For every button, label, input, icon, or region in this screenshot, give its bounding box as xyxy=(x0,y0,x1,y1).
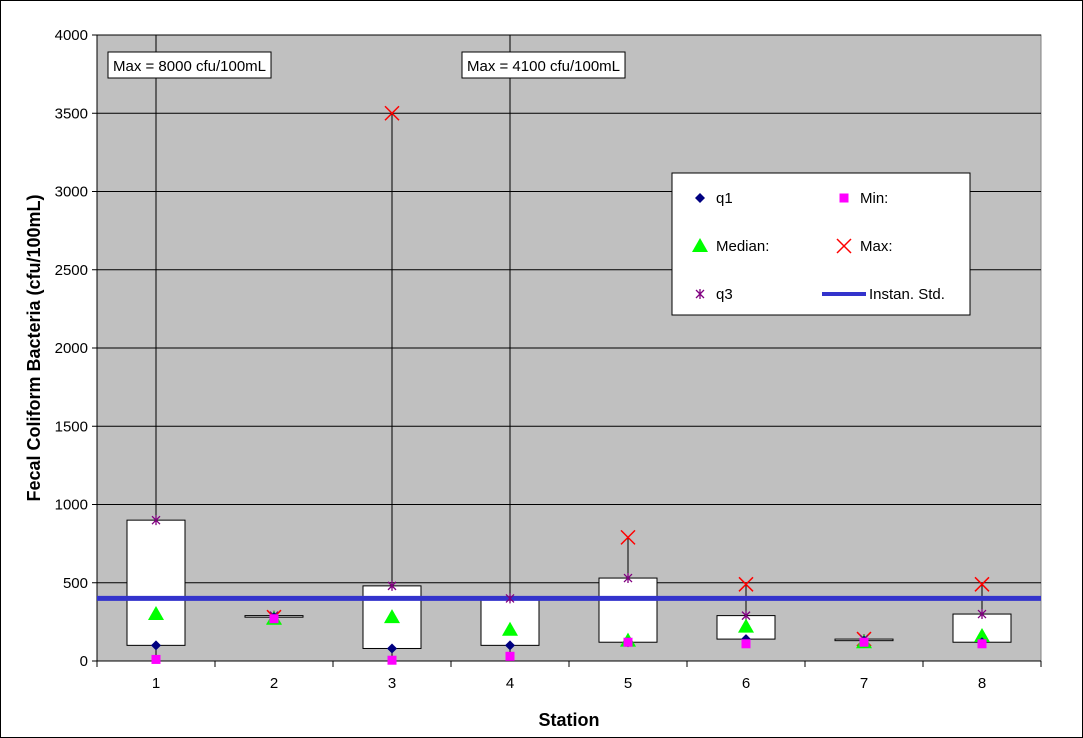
max-annotation-box xyxy=(107,51,272,79)
x-tick-label: 5 xyxy=(624,675,632,692)
x-tick-label: 4 xyxy=(506,675,514,692)
q1-point xyxy=(505,640,515,651)
x-axis-title: Station xyxy=(539,710,600,730)
max-annotation-text: Max = 8000 cfu/100mL xyxy=(113,58,266,75)
min-point xyxy=(859,637,869,647)
q3-point xyxy=(505,593,515,604)
legend-marker-q3 xyxy=(695,289,705,299)
max-annotation: Max = 4100 cfu/100mL xyxy=(461,51,626,79)
median-point xyxy=(384,609,400,624)
median-point xyxy=(502,621,518,636)
y-tick-label: 1000 xyxy=(55,497,88,514)
x-tick-label: 1 xyxy=(152,675,160,692)
legend-marker-min xyxy=(839,193,849,203)
y-tick-label: 4000 xyxy=(55,27,88,44)
q3-point xyxy=(977,609,987,620)
q1-point xyxy=(151,640,161,651)
y-tick-label: 3500 xyxy=(55,105,88,122)
max-point xyxy=(384,105,400,121)
min-point xyxy=(623,637,633,647)
x-tick-label: 2 xyxy=(270,675,278,692)
legend-label-std: Instan. Std. xyxy=(869,286,945,303)
min-point xyxy=(269,614,279,624)
y-tick-label: 2500 xyxy=(55,262,88,279)
legend: q1 Min: Median: Max: q3 Instan. Std. xyxy=(671,172,971,316)
median-point xyxy=(738,618,754,633)
legend-label-min: Min: xyxy=(860,190,888,207)
q1-point xyxy=(387,643,397,654)
iqr-box xyxy=(598,577,658,643)
min-point xyxy=(741,639,751,649)
median-point xyxy=(974,627,990,642)
legend-label-max: Max: xyxy=(860,238,893,255)
max-point xyxy=(974,576,990,592)
max-point xyxy=(738,576,754,592)
min-point xyxy=(151,654,161,664)
max-point xyxy=(620,529,636,545)
y-tick-label: 500 xyxy=(63,575,88,592)
x-tick-label: 6 xyxy=(742,675,750,692)
y-tick-label: 1500 xyxy=(55,418,88,435)
q3-point xyxy=(151,515,161,526)
x-tick-label: 7 xyxy=(860,675,868,692)
y-tick-label: 3000 xyxy=(55,184,88,201)
y-tick-label: 0 xyxy=(80,653,88,670)
q3-point xyxy=(623,573,633,584)
min-point xyxy=(977,639,987,649)
median-point xyxy=(148,606,164,621)
y-axis-title: Fecal Coliform Bacteria (cfu/100mL) xyxy=(24,194,44,501)
y-tick-label: 2000 xyxy=(55,340,88,357)
x-tick-label: 3 xyxy=(388,675,396,692)
max-annotation-text: Max = 4100 cfu/100mL xyxy=(467,58,620,75)
x-tick-label: 8 xyxy=(978,675,986,692)
legend-marker-median xyxy=(692,238,708,252)
legend-box xyxy=(671,172,971,316)
q3-point xyxy=(387,580,397,591)
legend-label-q3: q3 xyxy=(716,286,733,303)
legend-marker-q1 xyxy=(695,193,705,203)
min-point xyxy=(505,651,515,661)
legend-label-q1: q1 xyxy=(716,190,733,207)
max-annotation-box xyxy=(461,51,626,79)
legend-label-median: Median: xyxy=(716,238,769,255)
min-point xyxy=(387,655,397,665)
max-annotation: Max = 8000 cfu/100mL xyxy=(107,51,272,79)
iqr-box xyxy=(126,519,186,646)
legend-marker-max xyxy=(836,238,852,254)
